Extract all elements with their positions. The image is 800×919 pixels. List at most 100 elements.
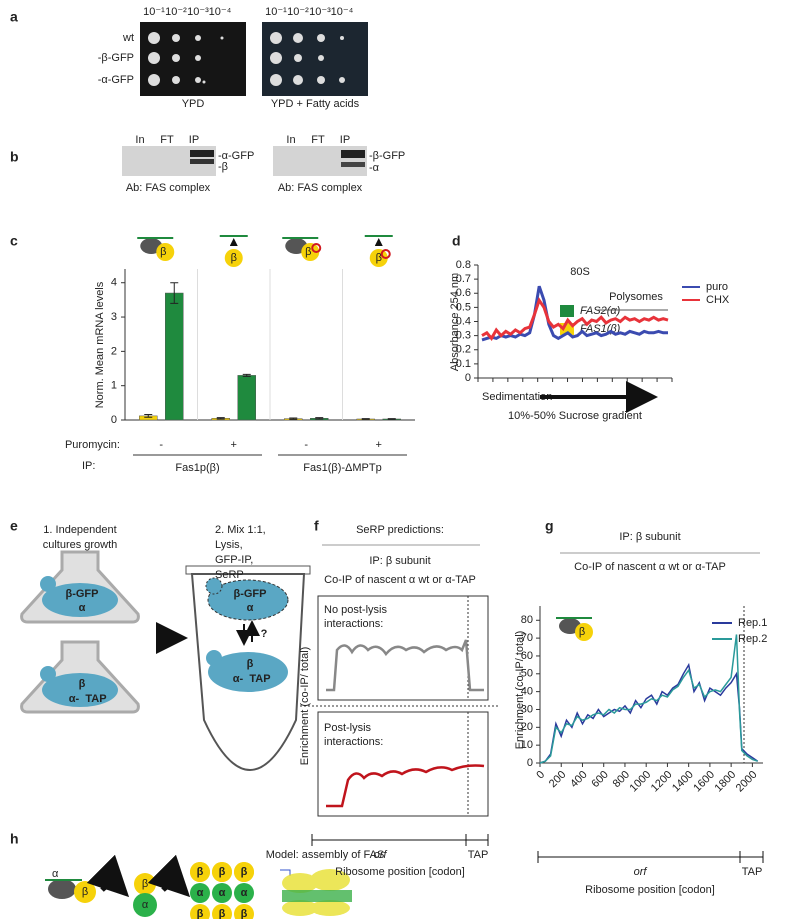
label: Sedimentation	[482, 391, 552, 403]
error-bar	[361, 418, 370, 420]
label: Post-lysis	[324, 722, 372, 734]
label: orf	[374, 849, 388, 861]
label: interactions:	[324, 618, 383, 630]
legend-label: FAS2(α)	[580, 305, 621, 317]
legend-label: CHX	[706, 294, 730, 306]
x-tick-label: 1200	[649, 769, 675, 795]
dilution: 10⁻²	[165, 6, 187, 18]
label: β	[160, 246, 166, 258]
label: No post-lysis	[324, 604, 387, 616]
x-tick-label: 1800	[713, 769, 739, 795]
label: β	[219, 908, 226, 919]
label: β-GFP	[66, 588, 99, 600]
y-axis-title: Absorbance 254 nm	[449, 273, 461, 371]
band: -β	[218, 161, 228, 173]
panel-letter: c	[10, 233, 18, 249]
x-tick-label: 600	[589, 769, 610, 790]
panel-letter: b	[10, 149, 19, 165]
panel-letter: h	[10, 831, 19, 847]
prediction-schematic	[300, 544, 764, 863]
label: β	[231, 252, 237, 264]
label: β	[376, 252, 382, 264]
label: α	[79, 602, 86, 614]
y-tick-label: 10	[521, 739, 533, 751]
error-bar	[170, 282, 179, 304]
label: Fas1(β)-ΔMPTp	[303, 462, 381, 474]
subunit	[212, 883, 232, 903]
model-shapes	[45, 854, 352, 917]
label: cultures growth	[43, 539, 118, 551]
series-line	[539, 662, 759, 764]
y-tick-label: 30	[521, 703, 533, 715]
blots	[122, 146, 367, 176]
label: 2. Mix 1:1,	[215, 524, 266, 536]
lane: FT	[311, 134, 325, 146]
antibody: Ab: FAS complex	[126, 182, 211, 194]
y-tick-label: 0.7	[456, 273, 471, 285]
label: β	[579, 626, 585, 638]
legend-swatch	[560, 305, 574, 317]
label: 1. Independent	[43, 524, 116, 536]
label: α	[241, 887, 248, 899]
y-axis-title: Norm. Mean mRNA levels	[94, 281, 106, 408]
subunit	[234, 904, 254, 919]
dilution: 10⁻⁴	[331, 6, 354, 18]
x-tick-label: 2000	[734, 769, 760, 795]
label: α	[247, 602, 254, 614]
error-bar	[315, 417, 324, 420]
error-bar	[144, 414, 153, 418]
lane: FT	[160, 134, 174, 146]
strain: -α-GFP	[98, 74, 134, 86]
y-tick-label: 0.8	[456, 259, 471, 271]
x-tick-label: +	[376, 439, 382, 451]
beta-icon	[301, 243, 320, 261]
label: TAP	[742, 866, 763, 878]
medium: YPD	[182, 98, 205, 110]
label: α	[197, 887, 204, 899]
series-line	[481, 296, 669, 342]
dilution: 10⁻¹	[265, 6, 287, 18]
label: β	[142, 878, 148, 890]
label: Enrichment (co-IP/ total)	[299, 647, 311, 766]
label: ?	[261, 628, 268, 640]
plates	[140, 22, 368, 96]
x-tick-label: -	[304, 439, 308, 451]
x-tick-label: -	[159, 439, 163, 451]
subunit	[190, 904, 210, 919]
subunit	[234, 862, 254, 882]
label: β	[79, 678, 86, 690]
dilution: 10⁻³	[187, 6, 209, 18]
lane: IP	[340, 134, 350, 146]
y-tick-label: 0.3	[456, 330, 471, 342]
band: -β-GFP	[369, 150, 405, 162]
label: β	[241, 866, 248, 878]
label: IP: β subunit	[619, 531, 680, 543]
label: 80S	[570, 266, 590, 278]
legend-label: Rep.1	[738, 617, 767, 629]
label: SeRP predictions:	[356, 524, 444, 536]
label: Fas1p(β)	[175, 462, 219, 474]
panel-letter: e	[10, 518, 18, 534]
antibody: Ab: FAS complex	[278, 182, 363, 194]
beta-icon	[575, 623, 593, 641]
y-tick-label: 60	[521, 650, 533, 662]
label: β	[197, 866, 204, 878]
label: Lysis,	[215, 539, 243, 551]
strain: wt	[122, 32, 134, 44]
lane: IP	[189, 134, 199, 146]
y-tick-label: 0	[111, 414, 117, 426]
subunit	[190, 883, 210, 903]
label: GFP-IP,	[215, 554, 253, 566]
error-bar	[242, 373, 251, 377]
y-tick-label: 40	[521, 686, 533, 698]
label: Co-IP of nascent α wt or α-TAP	[324, 574, 476, 586]
y-tick-label: 4	[111, 277, 117, 289]
y-tick-label: 50	[521, 668, 533, 680]
label: α-	[69, 693, 80, 705]
beta-icon	[224, 249, 243, 267]
dilution: 10⁻¹	[143, 6, 165, 18]
panel-letter: f	[314, 518, 319, 534]
x-tick-label: 200	[547, 769, 568, 790]
series-line	[481, 285, 668, 342]
label: β	[241, 908, 248, 919]
